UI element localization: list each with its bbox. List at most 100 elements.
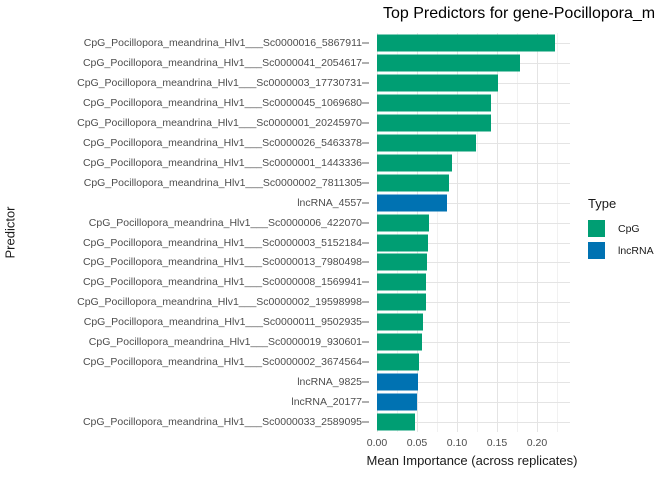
y-axis-tick [362,61,369,64]
y-axis-tick [362,241,369,244]
x-tick-label: 0.00 [366,437,388,449]
cpg-color-swatch [588,220,605,237]
y-axis-label: CpG_Pocillopora_meandrina_Hlv1___Sc00000… [77,76,362,89]
y-axis-tick [362,221,369,224]
bar-cpg [377,54,521,72]
x-axis-title: Mean Importance (across replicates) [366,453,578,468]
legend-label: CpG [618,222,640,235]
y-axis-label: CpG_Pocillopora_meandrina_Hlv1___Sc00000… [82,156,362,169]
bar-row: CpG_Pocillopora_meandrina_Hlv1___Sc00000… [0,93,672,113]
bar-row: CpG_Pocillopora_meandrina_Hlv1___Sc00000… [0,173,672,193]
y-axis-label: CpG_Pocillopora_meandrina_Hlv1___Sc00000… [82,276,362,289]
y-axis-label: lncRNA_4557 [297,196,362,209]
gridline-minor [557,33,558,432]
y-axis-label: CpG_Pocillopora_meandrina_Hlv1___Sc00000… [77,296,362,309]
bar-row: CpG_Pocillopora_meandrina_Hlv1___Sc00000… [0,213,672,233]
bar-row: lncRNA_20177 [0,392,672,412]
y-axis-label: CpG_Pocillopora_meandrina_Hlv1___Sc00000… [88,216,362,229]
gridline-horizontal [377,282,570,284]
gridline-horizontal [377,322,570,324]
x-tick-label: 0.05 [406,437,428,449]
bar-lncrna [377,373,418,391]
x-axis-tick-labels: 0.00 0.05 0.10 0.15 0.20 [0,437,672,451]
bar-rows: CpG_Pocillopora_meandrina_Hlv1___Sc00000… [0,33,672,432]
bar-cpg [377,174,449,192]
bar-row: CpG_Pocillopora_meandrina_Hlv1___Sc00000… [0,73,672,93]
legend-entry-lncrna: lncRNA [588,242,654,259]
x-tick-label: 0.15 [486,437,508,449]
gridline-horizontal [377,362,570,364]
bar-cpg [377,353,419,371]
bar-lncrna [377,194,448,212]
y-axis-label: CpG_Pocillopora_meandrina_Hlv1___Sc00000… [82,256,362,269]
legend-title: Type [588,196,617,211]
y-axis-tick [362,261,369,264]
y-axis-tick [362,301,369,304]
chart-title: Top Predictors for gene-Pocillopora_m [383,5,656,22]
y-axis-tick [362,201,369,204]
gridline-horizontal [377,302,570,304]
bar-cpg [377,293,426,311]
bar-row: CpG_Pocillopora_meandrina_Hlv1___Sc00000… [0,233,672,253]
gridline-minor [437,33,438,432]
bar-row: CpG_Pocillopora_meandrina_Hlv1___Sc00000… [0,252,672,272]
y-axis-tick [362,121,369,124]
bar-cpg [377,114,491,132]
gridline-horizontal [377,422,570,424]
gridline-minor [397,33,398,432]
gridline-horizontal [377,242,570,244]
bar-cpg [377,273,426,291]
bar-cpg [377,214,429,232]
legend-entries: CpG lncRNA [588,220,654,259]
gridline-major [537,33,538,432]
x-tick-label: 0.10 [446,437,468,449]
y-axis-tick [362,161,369,164]
y-axis-label: CpG_Pocillopora_meandrina_Hlv1___Sc00000… [82,96,362,109]
legend-label: lncRNA [618,244,654,257]
bar-row: CpG_Pocillopora_meandrina_Hlv1___Sc00000… [0,312,672,332]
y-axis-tick [362,381,369,384]
y-axis-tick [362,321,369,324]
bar-cpg [377,134,477,152]
bar-cpg [377,154,453,172]
gridline-horizontal [377,222,570,224]
bar-cpg [377,34,555,52]
plot-panel [377,33,570,432]
gridline-horizontal [377,162,570,164]
y-axis-label: CpG_Pocillopora_meandrina_Hlv1___Sc00000… [82,56,362,69]
x-tick-label: 0.20 [526,437,548,449]
gridline-horizontal [377,382,570,384]
y-axis-tick [362,81,369,84]
y-axis-label: CpG_Pocillopora_meandrina_Hlv1___Sc00000… [82,416,362,429]
y-axis-label: CpG_Pocillopora_meandrina_Hlv1___Sc00000… [82,356,362,369]
gridline-horizontal [377,202,570,204]
bar-cpg [377,74,498,92]
bar-row: lncRNA_4557 [0,193,672,213]
gridline-minor [477,33,478,432]
gridline-major [377,33,378,432]
bar-row: CpG_Pocillopora_meandrina_Hlv1___Sc00000… [0,352,672,372]
gridline-horizontal [377,262,570,264]
y-axis-label: lncRNA_20177 [291,396,362,409]
gridline-horizontal [377,182,570,184]
y-axis-tick [362,281,369,284]
y-axis-tick [362,421,369,424]
gridline-horizontal [377,342,570,344]
y-axis-label: lncRNA_9825 [297,376,362,389]
bar-row: CpG_Pocillopora_meandrina_Hlv1___Sc00000… [0,272,672,292]
y-axis-tick [362,41,369,44]
y-axis-tick [362,341,369,344]
y-axis-label: CpG_Pocillopora_meandrina_Hlv1___Sc00000… [82,236,362,249]
y-axis-label: CpG_Pocillopora_meandrina_Hlv1___Sc00000… [83,176,362,189]
bar-row: CpG_Pocillopora_meandrina_Hlv1___Sc00000… [0,153,672,173]
bar-row: CpG_Pocillopora_meandrina_Hlv1___Sc00000… [0,113,672,133]
bar-row: CpG_Pocillopora_meandrina_Hlv1___Sc00000… [0,53,672,73]
bar-row: CpG_Pocillopora_meandrina_Hlv1___Sc00000… [0,133,672,153]
y-axis-tick [362,361,369,364]
bar-row: CpG_Pocillopora_meandrina_Hlv1___Sc00000… [0,292,672,312]
lncrna-color-swatch [588,242,605,259]
y-axis-label: CpG_Pocillopora_meandrina_Hlv1___Sc00000… [83,36,362,49]
gridline-major [457,33,458,432]
y-axis-tick [362,141,369,144]
